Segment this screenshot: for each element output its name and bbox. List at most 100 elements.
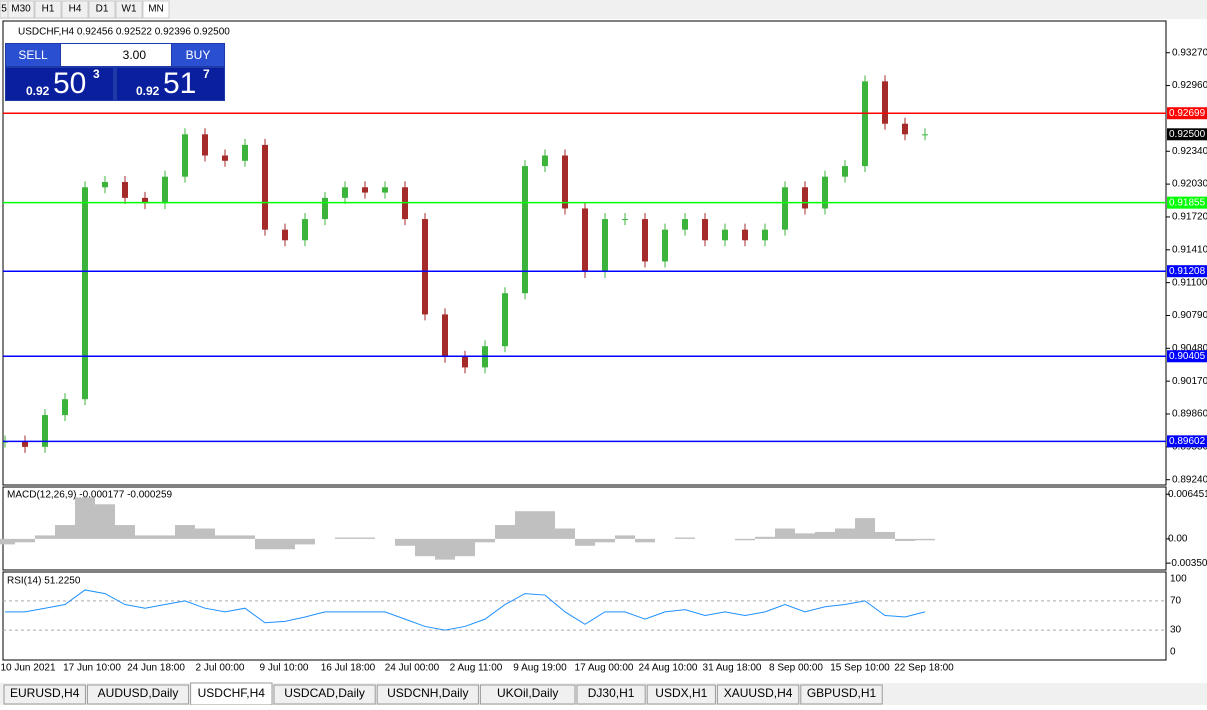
macd-bar <box>895 538 915 541</box>
macd-bar <box>475 538 495 543</box>
rsi-tick-label: 0 <box>1170 647 1176 658</box>
candle-body <box>182 134 188 177</box>
candle-body <box>562 155 568 209</box>
tab[interactable] <box>86 684 190 705</box>
candle-body <box>602 219 608 273</box>
macd-bar <box>55 525 75 539</box>
period-button[interactable] <box>142 0 170 19</box>
macd-bar <box>915 538 935 541</box>
level-tag <box>1167 196 1207 209</box>
period-label: 5 <box>1 4 7 15</box>
candle-body <box>682 219 688 230</box>
time-label: 10 Jun 2021 <box>0 663 55 674</box>
candle-body <box>282 229 288 241</box>
macd-bar <box>675 537 695 539</box>
tab-label: USDCHF,H4 <box>198 686 266 700</box>
bid-box <box>6 68 113 100</box>
macd-bar <box>515 511 535 539</box>
macd-tick-label: -0.003507 <box>1168 558 1207 569</box>
toolbar <box>0 0 1207 19</box>
time-label: 9 Jul 10:00 <box>260 663 309 674</box>
volume-field[interactable] <box>61 44 171 66</box>
period-label: MN <box>148 4 164 15</box>
level-label: 0.91855 <box>1169 197 1206 208</box>
buy-button[interactable] <box>172 44 224 66</box>
rsi-tick-label: 70 <box>1170 596 1182 607</box>
tab[interactable] <box>646 684 716 705</box>
level-label: 0.91208 <box>1169 266 1206 277</box>
ask-prefix: 0.92 <box>136 84 160 98</box>
price-label: 0.93270 <box>1172 47 1207 58</box>
macd-panel <box>2 486 1167 571</box>
candle-body <box>722 229 728 241</box>
time-label: 31 Aug 18:00 <box>703 663 762 674</box>
candle-body <box>142 197 148 204</box>
period-label: M30 <box>11 4 31 15</box>
time-label: 24 Jul 00:00 <box>385 663 440 674</box>
candle-body <box>442 314 448 357</box>
candle-body <box>842 166 848 177</box>
macd-bar <box>275 538 295 550</box>
level-tag <box>1167 107 1207 120</box>
time-label: 2 Jul 00:00 <box>196 663 245 674</box>
time-label: 24 Jun 18:00 <box>127 663 185 674</box>
candle-body <box>82 187 88 400</box>
candle-body <box>642 219 648 262</box>
candle-body <box>302 219 308 241</box>
macd-bar <box>495 525 515 539</box>
macd-bar <box>95 504 115 539</box>
macd-bar <box>555 528 575 539</box>
candle-body <box>322 197 328 220</box>
candle-body <box>102 181 108 188</box>
candle-body <box>42 415 48 447</box>
time-label: 8 Sep 00:00 <box>769 663 823 674</box>
macd-bar <box>195 528 215 539</box>
period-button[interactable] <box>88 0 116 19</box>
candle-body <box>882 81 888 124</box>
tab[interactable] <box>3 684 86 705</box>
price-label: 0.92030 <box>1172 179 1207 190</box>
macd-bar <box>115 525 135 539</box>
sell-button[interactable] <box>6 44 60 66</box>
candle-body <box>202 134 208 156</box>
tab[interactable] <box>576 684 646 705</box>
tab[interactable] <box>800 684 883 705</box>
ask-box <box>117 68 224 100</box>
macd-bar <box>875 531 895 539</box>
period-label: H4 <box>69 4 82 15</box>
candle-body <box>822 176 828 209</box>
time-label: 17 Jun 10:00 <box>63 663 121 674</box>
macd-bar <box>0 538 15 545</box>
candle-body <box>22 441 28 447</box>
tab[interactable] <box>716 684 800 705</box>
period-button[interactable] <box>7 0 35 19</box>
period-button[interactable] <box>115 0 143 19</box>
level-tag <box>1167 265 1207 278</box>
macd-bar <box>755 536 775 539</box>
candle-body <box>462 356 468 368</box>
period-button[interactable] <box>61 0 89 19</box>
tab-label: UKOil,Daily <box>497 686 558 700</box>
rsi-line <box>5 589 926 631</box>
tab[interactable] <box>376 684 479 705</box>
tab-label: XAUUSD,H4 <box>724 686 793 700</box>
candle-body <box>502 293 508 347</box>
macd-bar <box>455 538 475 557</box>
tab-label: USDX,H1 <box>655 686 707 700</box>
time-label: 24 Aug 10:00 <box>639 663 698 674</box>
tab[interactable] <box>479 684 576 705</box>
macd-label: MACD(12,26,9) -0.000177 -0.000259 <box>7 490 173 501</box>
macd-bar <box>775 528 795 539</box>
ask-small: 7 <box>203 67 210 81</box>
candle-body <box>362 187 368 193</box>
macd-bar <box>155 535 175 539</box>
candle-body <box>522 166 528 294</box>
period-button[interactable] <box>34 0 62 19</box>
tab[interactable] <box>273 684 376 705</box>
bid-big: 50 <box>53 67 86 100</box>
candle-body <box>902 123 908 135</box>
candle-body <box>622 219 628 221</box>
tab-label: EURUSD,H4 <box>10 686 80 700</box>
time-label: 17 Aug 00:00 <box>575 663 634 674</box>
